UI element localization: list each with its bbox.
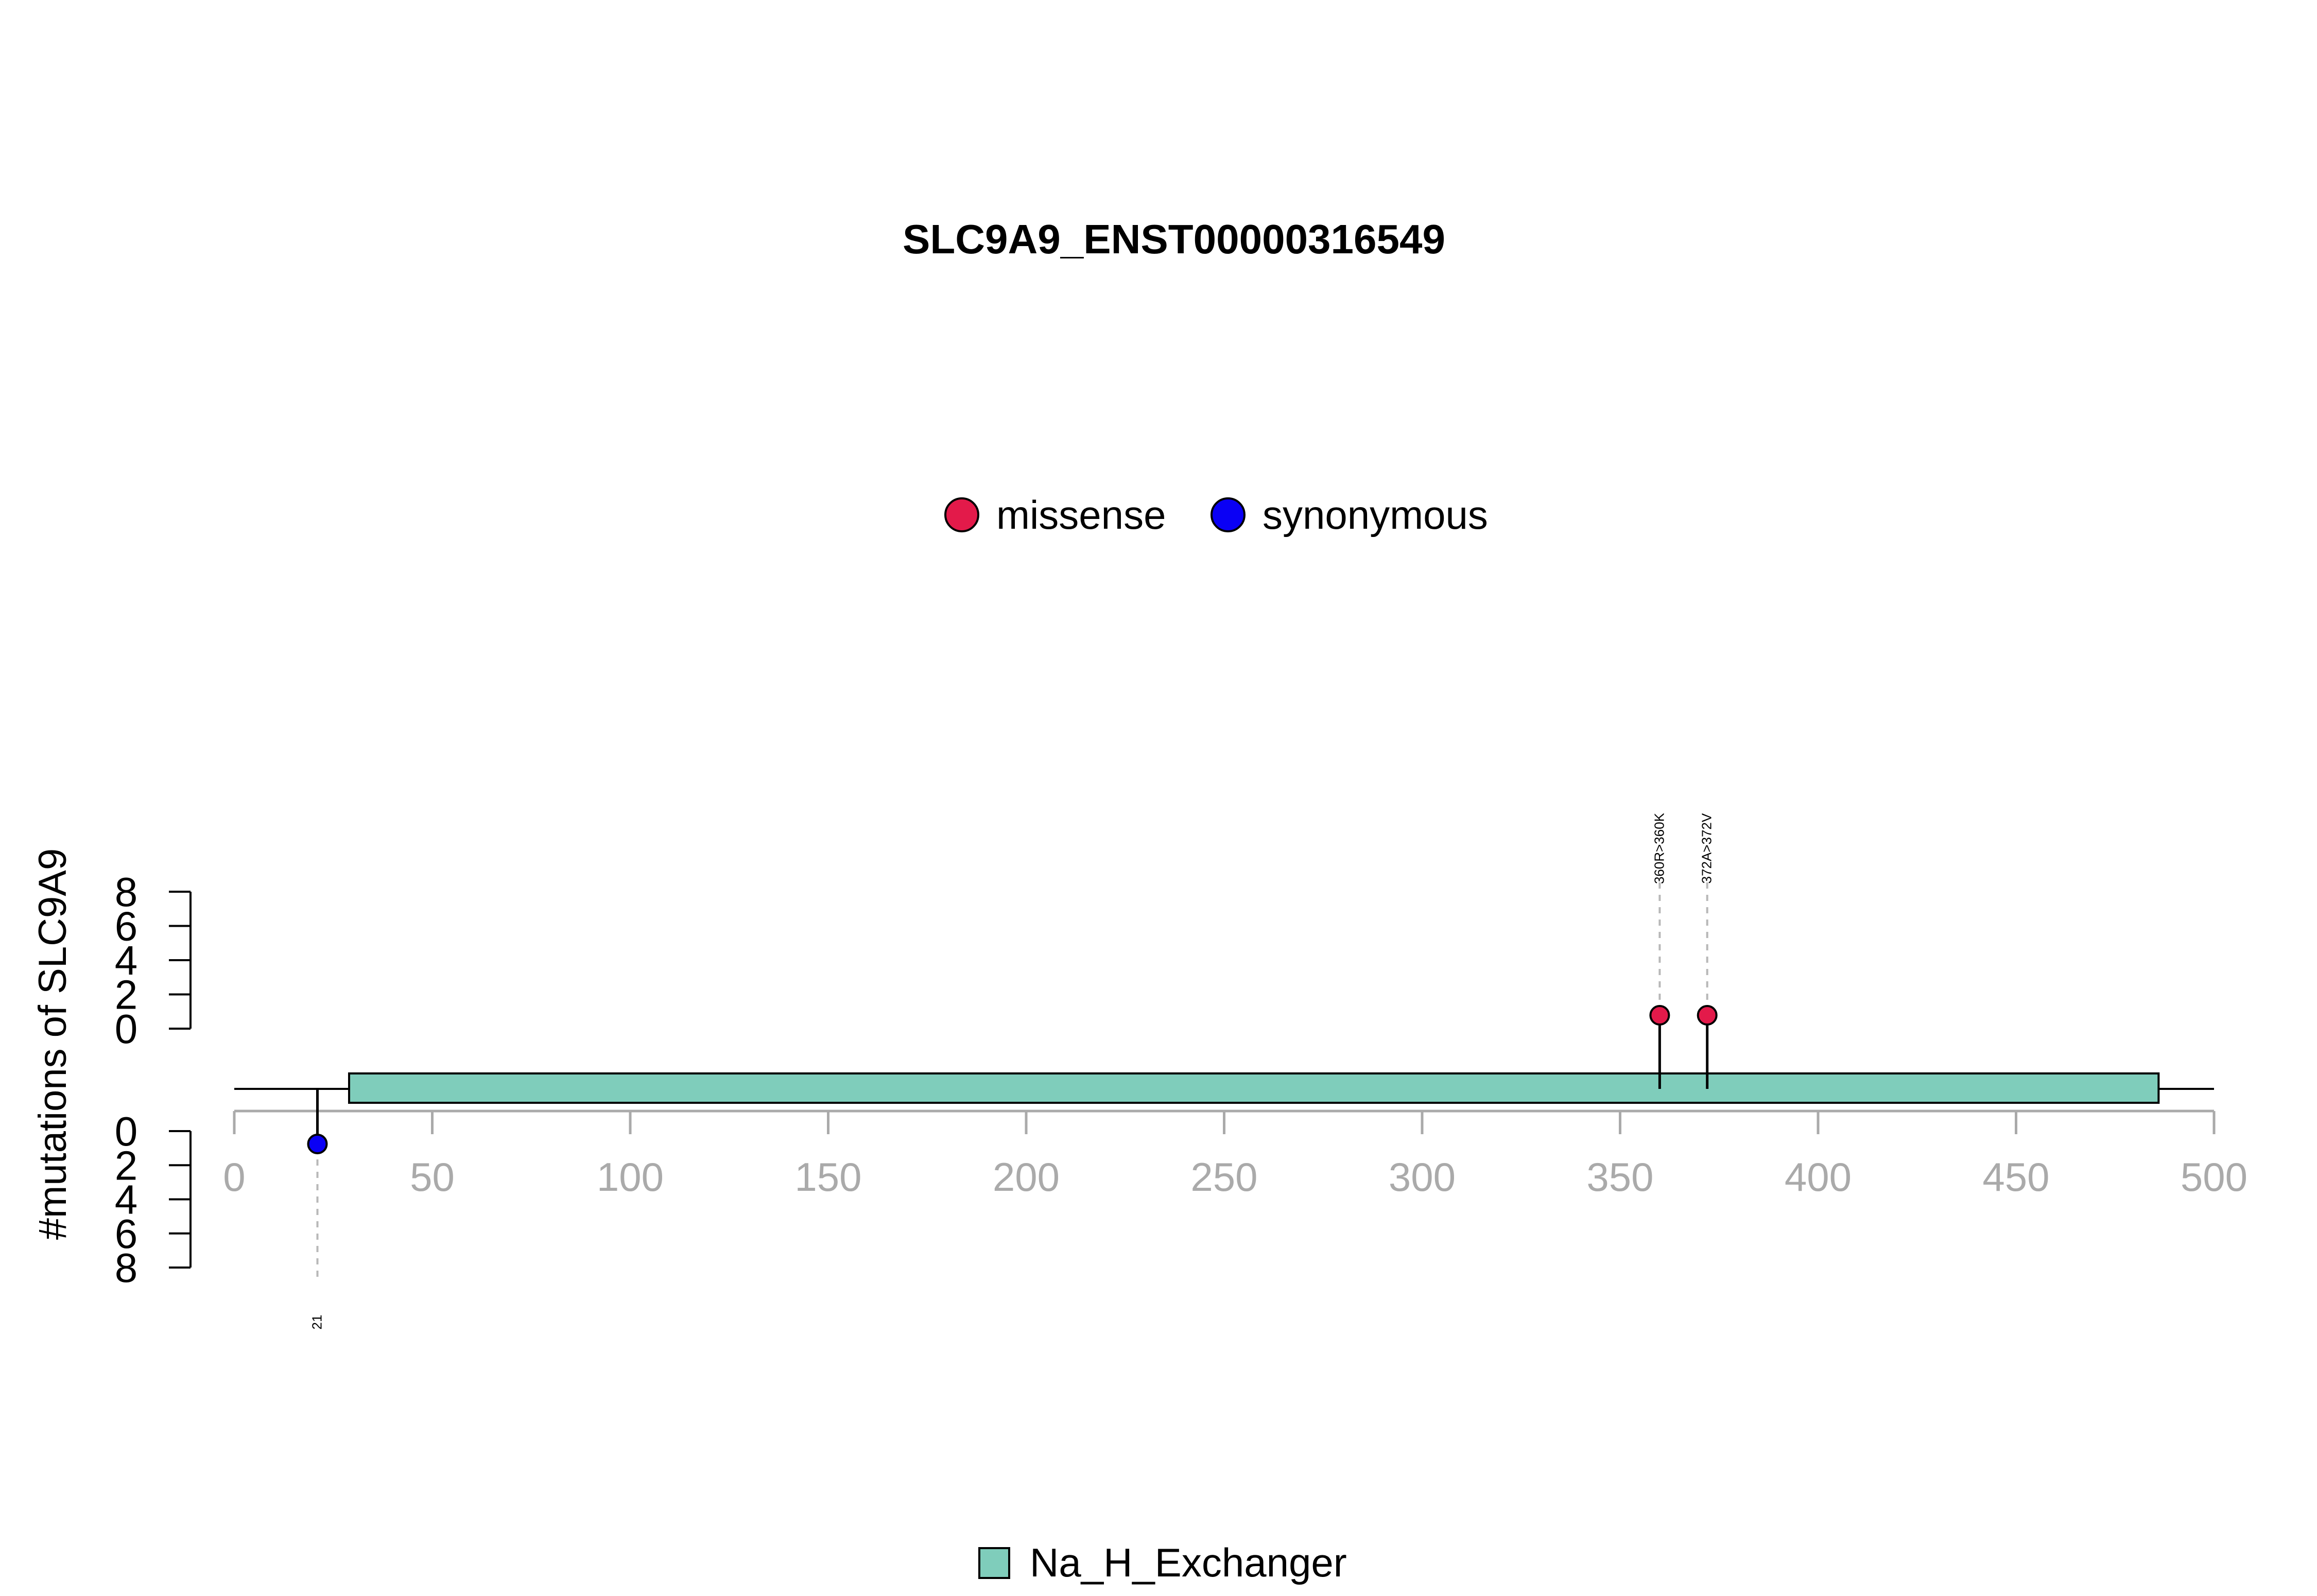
- y-axis-label: #mutations of SLC9A9: [31, 848, 75, 1240]
- domain-na-h-exchanger: [348, 1072, 2160, 1104]
- legend-swatch-domain: [978, 1547, 1010, 1579]
- lower-y-tick-label: 0: [115, 1108, 138, 1154]
- lower-y-tick-label: 6: [115, 1211, 138, 1257]
- x-tick-label: 350: [1586, 1154, 1653, 1200]
- mutation-point-synonymous: [307, 1134, 328, 1154]
- x-tick-label: 500: [2181, 1154, 2247, 1200]
- chart-title: SLC9A9_ENST00000316549: [903, 216, 1445, 262]
- x-tick-label: 50: [410, 1154, 455, 1200]
- x-tick-label: 250: [1190, 1154, 1257, 1200]
- legend-label-synonymous: synonymous: [1263, 492, 1488, 537]
- upper-y-tick-label: 2: [115, 972, 138, 1018]
- mutation-point-missense: [1697, 1005, 1718, 1026]
- upper-y-tick-label: 0: [115, 1006, 138, 1052]
- lower-y-tick-label: 2: [115, 1142, 138, 1188]
- x-tick-label: 300: [1389, 1154, 1456, 1200]
- x-tick-label: 0: [223, 1154, 245, 1200]
- legend-label-domain: Na_H_Exchanger: [1030, 1540, 1347, 1585]
- x-tick-label: 200: [993, 1154, 1060, 1200]
- upper-y-tick-label: 4: [115, 938, 138, 983]
- legend-top: missense synonymous: [944, 492, 1488, 537]
- lower-y-tick-label: 4: [115, 1177, 138, 1223]
- mutation-label: 372A>372V: [1699, 813, 1715, 883]
- legend-bottom: Na_H_Exchanger: [978, 1540, 1347, 1585]
- legend-label-missense: missense: [996, 492, 1166, 537]
- x-tick-label: 450: [1982, 1154, 2049, 1200]
- upper-y-tick-label: 8: [115, 869, 138, 915]
- legend-marker-synonymous: [1211, 497, 1246, 532]
- x-tick-label: 400: [1785, 1154, 1852, 1200]
- legend-marker-missense: [944, 497, 979, 532]
- plot-area: 0 50 100 150 200 250 300 350 400 450 5000246802468…: [115, 812, 2247, 1329]
- x-tick-label: 100: [597, 1154, 664, 1200]
- mutation-point-missense: [1649, 1005, 1670, 1026]
- mutation-label: 21: [309, 1315, 324, 1330]
- upper-y-tick-label: 6: [115, 904, 138, 949]
- mutation-label: 360R>360K: [1651, 812, 1667, 884]
- x-tick-label: 150: [794, 1154, 861, 1200]
- lower-y-tick-label: 8: [115, 1245, 138, 1291]
